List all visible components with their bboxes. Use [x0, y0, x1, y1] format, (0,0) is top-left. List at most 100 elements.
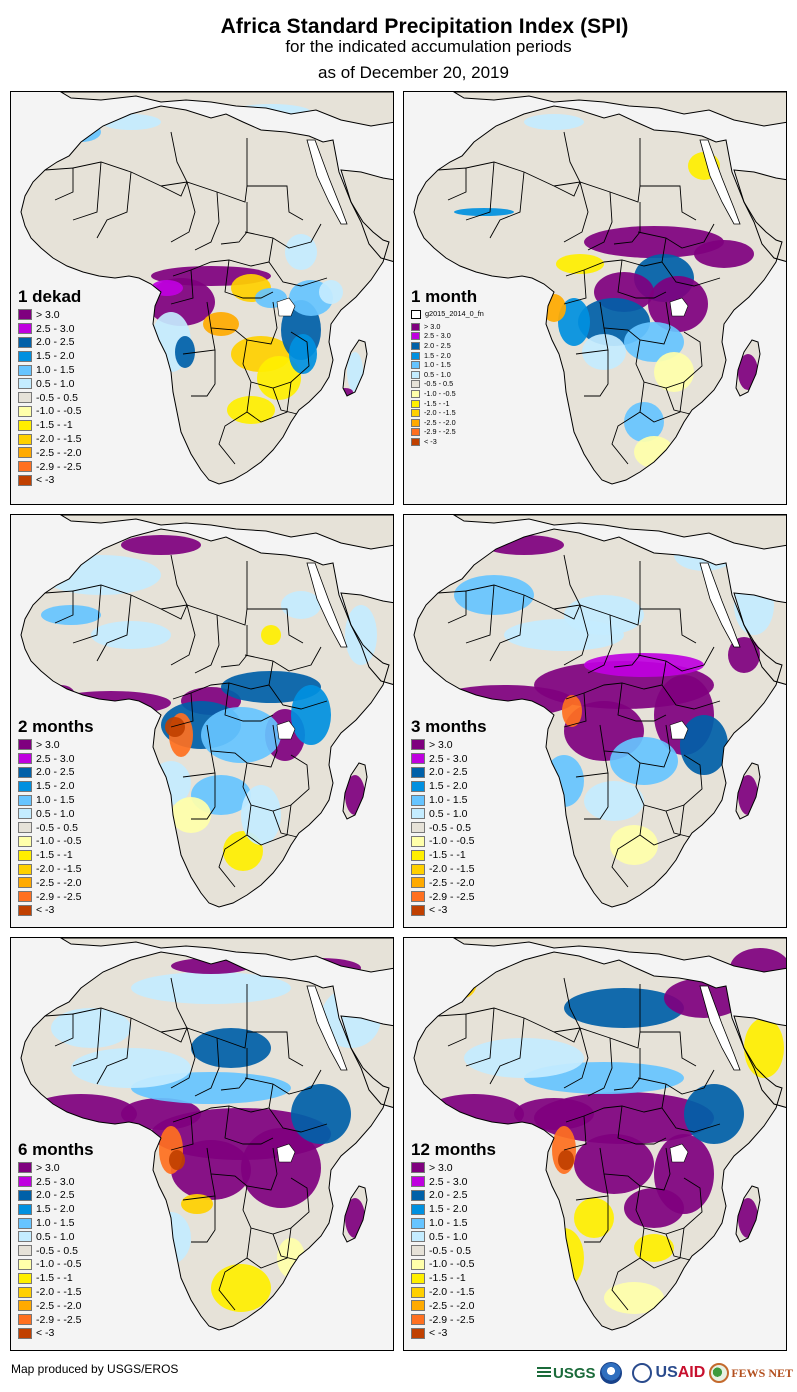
- country-border: [640, 608, 697, 644]
- country-border: [640, 1031, 697, 1067]
- legend-label: 1.0 - 1.5: [36, 794, 75, 807]
- legend-swatch: [18, 753, 32, 765]
- legend-3-months: 3 months > 3.0 2.5 - 3.0 2.0 - 2.5 1.5 - 2.0…: [411, 718, 487, 917]
- spi-region: [261, 625, 281, 645]
- legend-swatch: [18, 739, 32, 751]
- country-border: [172, 682, 270, 700]
- coastline-europe: [453, 938, 786, 973]
- legend-item: > 3.0: [411, 738, 487, 752]
- country-border: [72, 1007, 102, 1067]
- legend-swatch: [18, 822, 32, 834]
- legend-item: 2.5 - 3.0: [18, 1175, 94, 1189]
- spi-region: [624, 402, 664, 442]
- legend-swatch: [18, 891, 32, 903]
- legend-item: -2.5 - -2.0: [411, 876, 487, 890]
- legend-item: -2.9 - -2.5: [411, 428, 484, 438]
- legend-swatch: [18, 336, 32, 348]
- coastline-arabia: [733, 169, 786, 262]
- country-border: [218, 834, 248, 888]
- country-border: [160, 984, 248, 1049]
- legend-1-month: 1 month g2015_2014_0_fn > 3.0 2.5 - 3.0 2.0 …: [411, 288, 484, 447]
- country-border: [613, 202, 641, 245]
- legend-item: -2.0 - -1.5: [18, 432, 82, 446]
- country-border: [224, 259, 274, 299]
- legend-label: -2.9 - -2.5: [36, 460, 82, 473]
- spi-region: [744, 1018, 784, 1078]
- country-border: [220, 1048, 248, 1091]
- legend-item: 1.5 - 2.0: [411, 1202, 496, 1216]
- spi-region: [556, 254, 604, 274]
- legend-item: -2.5 - -2.0: [18, 1299, 94, 1313]
- legend-swatch: [411, 1300, 425, 1312]
- spi-region: [734, 575, 774, 635]
- legend-label: 0.5 - 1.0: [429, 807, 468, 820]
- country-borders: [44, 131, 328, 465]
- country-border: [617, 259, 667, 299]
- legend-swatch: [411, 399, 420, 408]
- legend-6-months: 6 months > 3.0 2.5 - 3.0 2.0 - 2.5 1.5 - 2.0…: [18, 1141, 94, 1340]
- spi-region: [101, 114, 161, 130]
- spi-region: [165, 717, 185, 737]
- legend-label: -2.5 - -2.0: [424, 417, 456, 427]
- legend-item: > 3.0: [18, 738, 94, 752]
- spi-region: [624, 1188, 684, 1228]
- legend-label: 1.5 - 2.0: [36, 780, 75, 793]
- country-border: [44, 1013, 74, 1047]
- legend-item: -0.5 - 0.5: [411, 821, 487, 835]
- map-date: as of December 20, 2019: [0, 63, 797, 83]
- legend-item: 1.5 - 2.0: [18, 1202, 94, 1216]
- legend-swatch: [411, 1327, 425, 1339]
- country-border: [44, 590, 74, 624]
- legend-item: 2.5 - 3.0: [18, 322, 82, 336]
- legend-swatch: [18, 904, 32, 916]
- legend-item: -0.5 - 0.5: [18, 821, 94, 835]
- legend-swatch: [18, 794, 32, 806]
- spi-region: [524, 114, 584, 130]
- credit-text: Map produced by USGS/EROS: [11, 1362, 179, 1376]
- country-border: [160, 561, 248, 626]
- country-border: [635, 331, 703, 389]
- usaid-logo-text-us: US: [655, 1364, 678, 1381]
- country-border: [220, 202, 248, 245]
- spi-region: [684, 1084, 744, 1144]
- spi-region: [277, 1238, 305, 1278]
- spi-region: [694, 240, 754, 268]
- country-border: [170, 181, 196, 243]
- legend-item: -1.5 - -1: [411, 399, 484, 409]
- coastline-europe: [453, 92, 786, 127]
- legend-label: < -3: [36, 474, 55, 487]
- spi-map-3-months: [413, 515, 786, 908]
- country-borders: [437, 131, 721, 465]
- country-border: [224, 1105, 274, 1145]
- legend-item: -1.5 - -1: [18, 1271, 94, 1285]
- legend-label: 2.0 - 2.5: [429, 766, 468, 779]
- legend-item: -0.5 - 0.5: [411, 380, 484, 390]
- legend-item: -1.0 - -0.5: [411, 1258, 496, 1272]
- panel-title: 12 months: [411, 1140, 497, 1159]
- legend-item: -2.5 - -2.0: [411, 1299, 496, 1313]
- country-border: [553, 138, 641, 203]
- legend-label: 2.5 - 3.0: [429, 1175, 468, 1188]
- country-border: [661, 660, 721, 710]
- legend-item: -0.5 - 0.5: [18, 1244, 94, 1258]
- country-border: [246, 381, 292, 423]
- country-border: [617, 1105, 667, 1145]
- country-border: [170, 692, 194, 728]
- legend-label: -2.9 - -2.5: [429, 1313, 475, 1326]
- country-border: [191, 350, 216, 397]
- spi-region: [582, 334, 626, 370]
- legend-label: -2.9 - -2.5: [36, 890, 82, 903]
- country-border: [172, 1105, 270, 1123]
- legend-label: -0.5 - 0.5: [36, 1244, 79, 1257]
- legend-swatch: [411, 1217, 425, 1229]
- legend-label: < -3: [424, 436, 437, 446]
- legend-swatch: [18, 1245, 32, 1257]
- legend-label: -2.0 - -1.5: [424, 408, 456, 418]
- spi-region: [297, 112, 325, 132]
- country-border: [489, 171, 525, 239]
- coastline-arabia: [340, 169, 393, 262]
- legend-label: < -3: [36, 1327, 55, 1340]
- legend-swatch: [411, 332, 420, 341]
- legend-swatch: [18, 309, 32, 321]
- spi-region: [584, 781, 644, 821]
